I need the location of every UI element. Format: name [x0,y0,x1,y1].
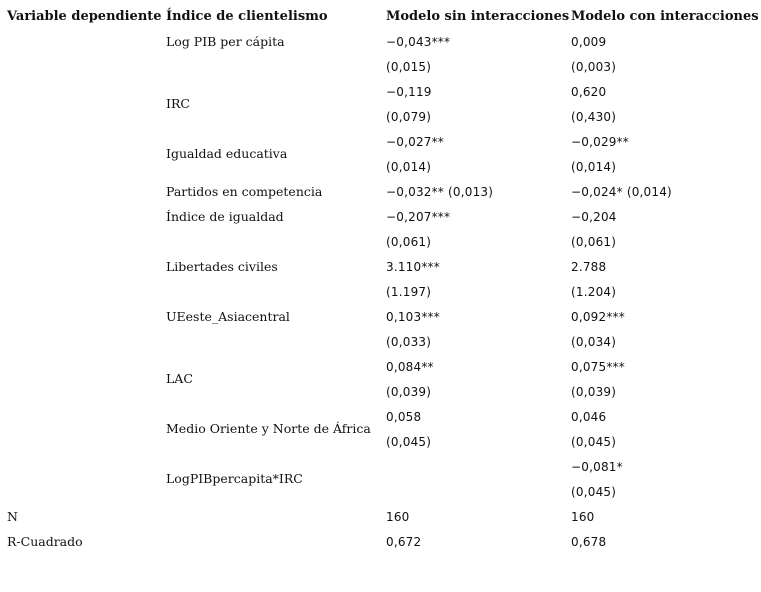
m1-std-error: (0,061) [386,235,432,249]
row-label: Índice de igualdad [166,209,284,224]
m1-std-error: (0,015) [386,60,432,74]
header-dependent-variable: Variable dependiente [7,9,162,24]
m2-std-error: (0,430) [571,110,617,124]
m1-coefficient: −0,032** (0,013) [386,185,494,199]
m2-coefficient: −0,024* (0,014) [571,185,672,199]
row-label: IRC [166,96,190,111]
m2-std-error: (0,045) [571,485,617,499]
row-label: Medio Oriente y Norte de África [166,421,371,436]
m2-std-error: (0,061) [571,235,617,249]
row-label: LogPIBpercapita*IRC [166,471,303,486]
m1-std-error: (1.197) [386,285,432,299]
m1-std-error: (0,033) [386,335,432,349]
row-label: Partidos en competencia [166,184,323,199]
m1-coefficient: −0,119 [386,85,432,99]
header-model-without-interactions: Modelo sin interacciones [386,9,570,24]
m1-coefficient: 0,103*** [386,310,440,324]
row-label: Igualdad educativa [166,146,288,161]
m2-coefficient: 0,046 [571,410,607,424]
m2-coefficient: 0,092*** [571,310,625,324]
m1-std-error: (0,045) [386,435,432,449]
m1-std-error: (0,039) [386,385,432,399]
footer-label-r-squared: R-Cuadrado [7,534,83,549]
m1-coefficient: −0,207*** [386,210,451,224]
m1-n-value: 160 [386,510,410,524]
header-clientelism-index: Índice de clientelismo [166,9,328,24]
m1-std-error: (0,014) [386,160,432,174]
m2-std-error: (0,014) [571,160,617,174]
row-label: UEeste_Asiacentral [166,309,290,324]
row-label: Libertades civiles [166,259,278,274]
m1-coefficient: 3.110*** [386,260,440,274]
m1-std-error: (0,079) [386,110,432,124]
m2-std-error: (0,039) [571,385,617,399]
m2-n-value: 160 [571,510,595,524]
m2-r-squared-value: 0,678 [571,535,607,549]
m1-coefficient: −0,043*** [386,35,451,49]
footer-label-n: N [7,509,18,524]
m2-std-error: (0,045) [571,435,617,449]
m2-coefficient: 0,620 [571,85,607,99]
m1-coefficient: 0,084** [386,360,434,374]
header-model-with-interactions: Modelo con interacciones [571,9,759,24]
m2-std-error: (0,034) [571,335,617,349]
row-label: Log PIB per cápita [166,34,285,49]
m2-coefficient: −0,204 [571,210,617,224]
row-label: LAC [166,371,193,386]
m1-coefficient: −0,027** [386,135,445,149]
m2-coefficient: −0,029** [571,135,630,149]
m2-coefficient: −0,081* [571,460,623,474]
m2-coefficient: 0,075*** [571,360,625,374]
m1-r-squared-value: 0,672 [386,535,422,549]
m1-coefficient: 0,058 [386,410,422,424]
m2-coefficient: 2.788 [571,260,607,274]
m2-coefficient: 0,009 [571,35,607,49]
m2-std-error: (0,003) [571,60,617,74]
m2-std-error: (1.204) [571,285,617,299]
